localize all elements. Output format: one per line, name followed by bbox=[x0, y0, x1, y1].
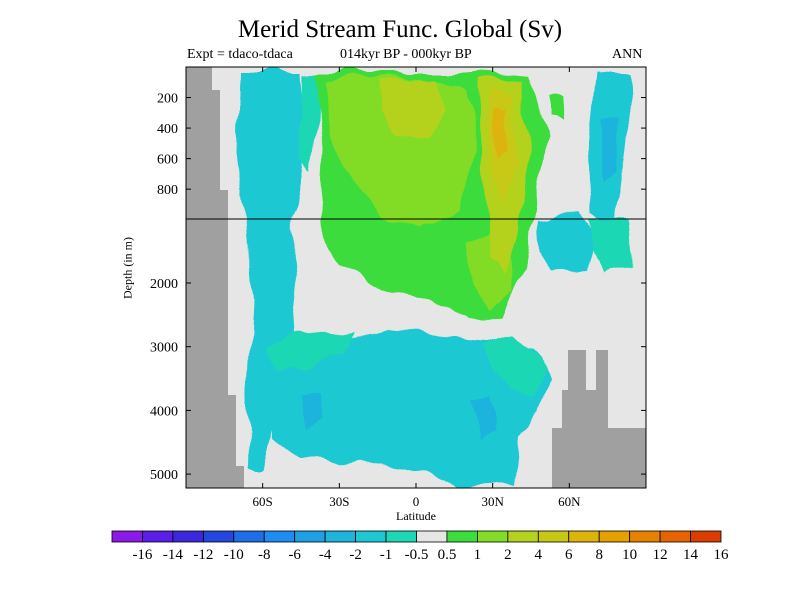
colorbar-swatch bbox=[172, 530, 204, 543]
colorbar-label: -8 bbox=[258, 547, 271, 563]
contour-fill bbox=[470, 395, 495, 440]
contour-fill bbox=[380, 78, 445, 140]
colorbar-label: -16 bbox=[132, 547, 152, 563]
colorbar-label: 8 bbox=[595, 547, 603, 563]
colorbar-label: -10 bbox=[224, 547, 244, 563]
colorbar-swatch bbox=[629, 530, 661, 543]
y-tick-label: 200 bbox=[157, 92, 178, 107]
y-axis-title: Depth (in m) bbox=[120, 237, 135, 299]
contour-fill bbox=[588, 220, 632, 275]
colorbar-swatch bbox=[690, 530, 722, 543]
contour-fill bbox=[538, 212, 595, 270]
colorbar-swatch bbox=[263, 530, 296, 543]
colorbar-label: -4 bbox=[319, 547, 332, 563]
y-tick-label: 600 bbox=[157, 153, 178, 168]
colorbar-swatch bbox=[385, 530, 417, 543]
contour-fill bbox=[268, 330, 360, 372]
colorbar-swatch bbox=[507, 530, 539, 543]
land-mask-south bbox=[186, 67, 244, 488]
colorbar-swatch bbox=[659, 530, 691, 543]
y-tick-label: 800 bbox=[157, 183, 178, 198]
colorbar-label: 0.5 bbox=[438, 547, 457, 563]
colorbar-label: 4 bbox=[535, 547, 543, 563]
colorbar-swatch bbox=[598, 530, 631, 543]
colorbar-swatch bbox=[202, 530, 235, 543]
contour-fills bbox=[238, 70, 632, 486]
colorbar-label: -12 bbox=[193, 547, 213, 563]
colorbar-swatch bbox=[294, 530, 326, 543]
contour-fill bbox=[600, 118, 620, 186]
land-mask-north bbox=[552, 350, 646, 488]
colorbar-label: -1 bbox=[380, 547, 393, 563]
contour-fill bbox=[300, 72, 318, 170]
colorbar-label: 2 bbox=[504, 547, 512, 563]
contour-fill bbox=[300, 392, 326, 428]
colorbar-swatch bbox=[355, 530, 387, 543]
colorbar-label: -14 bbox=[163, 547, 183, 563]
contour-fill bbox=[270, 330, 550, 486]
experiment-label: Expt = tdaco-tdaca bbox=[187, 47, 293, 62]
contour-fill bbox=[548, 98, 565, 120]
y-tick-label: 5000 bbox=[150, 468, 178, 483]
colorbar-label: -6 bbox=[288, 547, 301, 563]
colorbar-label: 10 bbox=[622, 547, 637, 563]
colorbar-label: 1 bbox=[474, 547, 482, 563]
axes: 200 400 600 800 2000 3000 4000 5000 60S 30S 0 30N 60… bbox=[150, 66, 647, 509]
chart-title: Merid Stream Func. Global (Sv) bbox=[237, 16, 563, 43]
y-tick-label: 2000 bbox=[150, 277, 178, 292]
colorbar-swatch bbox=[142, 530, 174, 543]
x-axis-title: Latitude bbox=[396, 509, 436, 523]
y-tick-label: 3000 bbox=[150, 341, 178, 356]
colorbar-swatch bbox=[111, 530, 143, 543]
colorbar-label: 16 bbox=[714, 547, 730, 563]
time-range-label: 014kyr BP - 000kyr BP bbox=[340, 47, 472, 62]
x-tick-label: 60S bbox=[253, 494, 273, 509]
x-tick-label: 30N bbox=[481, 494, 504, 509]
contour-fill bbox=[494, 108, 508, 160]
colorbar-label: 12 bbox=[653, 547, 668, 563]
colorbar-label: -2 bbox=[349, 547, 362, 563]
season-label: ANN bbox=[612, 47, 643, 62]
colorbar-label: 14 bbox=[683, 547, 699, 563]
colorbar-swatch bbox=[537, 530, 570, 543]
colorbar-label: 6 bbox=[565, 547, 573, 563]
colorbar-swatch bbox=[476, 530, 509, 543]
colorbar-swatch bbox=[324, 530, 356, 543]
colorbar-swatch bbox=[233, 530, 265, 543]
x-tick-label: 0 bbox=[413, 494, 420, 509]
y-tick-label: 400 bbox=[157, 122, 178, 137]
colorbar-swatch bbox=[416, 530, 448, 543]
contour-fill bbox=[480, 338, 545, 396]
colorbar: -16 -14 -12 -10 -8 -6 -4 -2 -1 -0.5 0.5 1 2 4 6 8 10 12 14… bbox=[111, 530, 730, 563]
colorbar-label: -0.5 bbox=[405, 547, 429, 563]
y-tick-label: 4000 bbox=[150, 404, 178, 419]
colorbar-swatch bbox=[568, 530, 600, 543]
x-tick-label: 60N bbox=[558, 494, 581, 509]
colorbar-swatch bbox=[446, 530, 478, 543]
x-tick-label: 30S bbox=[329, 494, 349, 509]
